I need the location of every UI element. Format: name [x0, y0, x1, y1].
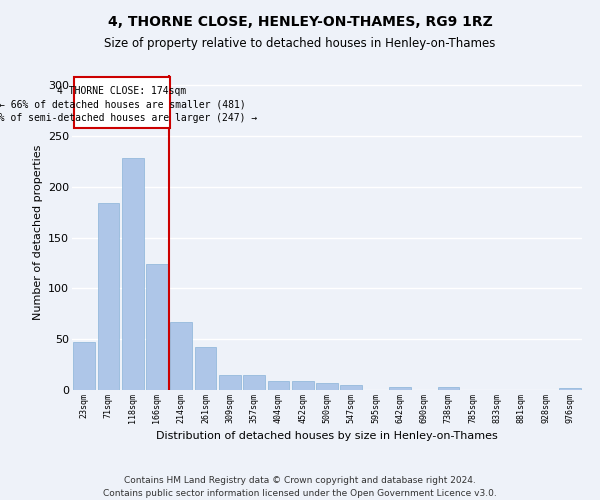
Text: ← 66% of detached houses are smaller (481): ← 66% of detached houses are smaller (48… — [0, 100, 245, 110]
Bar — [243, 375, 265, 390]
Text: Contains HM Land Registry data © Crown copyright and database right 2024.
Contai: Contains HM Land Registry data © Crown c… — [103, 476, 497, 498]
Text: 4, THORNE CLOSE, HENLEY-ON-THAMES, RG9 1RZ: 4, THORNE CLOSE, HENLEY-ON-THAMES, RG9 1… — [107, 15, 493, 29]
Bar — [194, 348, 217, 390]
Bar — [170, 322, 192, 390]
Bar — [316, 383, 338, 390]
Bar — [219, 375, 241, 390]
Text: Size of property relative to detached houses in Henley-on-Thames: Size of property relative to detached ho… — [104, 38, 496, 51]
X-axis label: Distribution of detached houses by size in Henley-on-Thames: Distribution of detached houses by size … — [156, 431, 498, 441]
Bar — [437, 387, 460, 390]
Bar — [559, 388, 581, 390]
Bar — [97, 203, 119, 390]
Text: 4 THORNE CLOSE: 174sqm: 4 THORNE CLOSE: 174sqm — [57, 86, 187, 96]
Bar — [73, 342, 95, 390]
FancyBboxPatch shape — [74, 77, 170, 128]
Bar — [268, 381, 289, 390]
Bar — [389, 387, 411, 390]
Y-axis label: Number of detached properties: Number of detached properties — [32, 145, 43, 320]
Bar — [292, 381, 314, 390]
Bar — [122, 158, 143, 390]
Text: 34% of semi-detached houses are larger (247) →: 34% of semi-detached houses are larger (… — [0, 112, 257, 122]
Bar — [146, 264, 168, 390]
Bar — [340, 385, 362, 390]
